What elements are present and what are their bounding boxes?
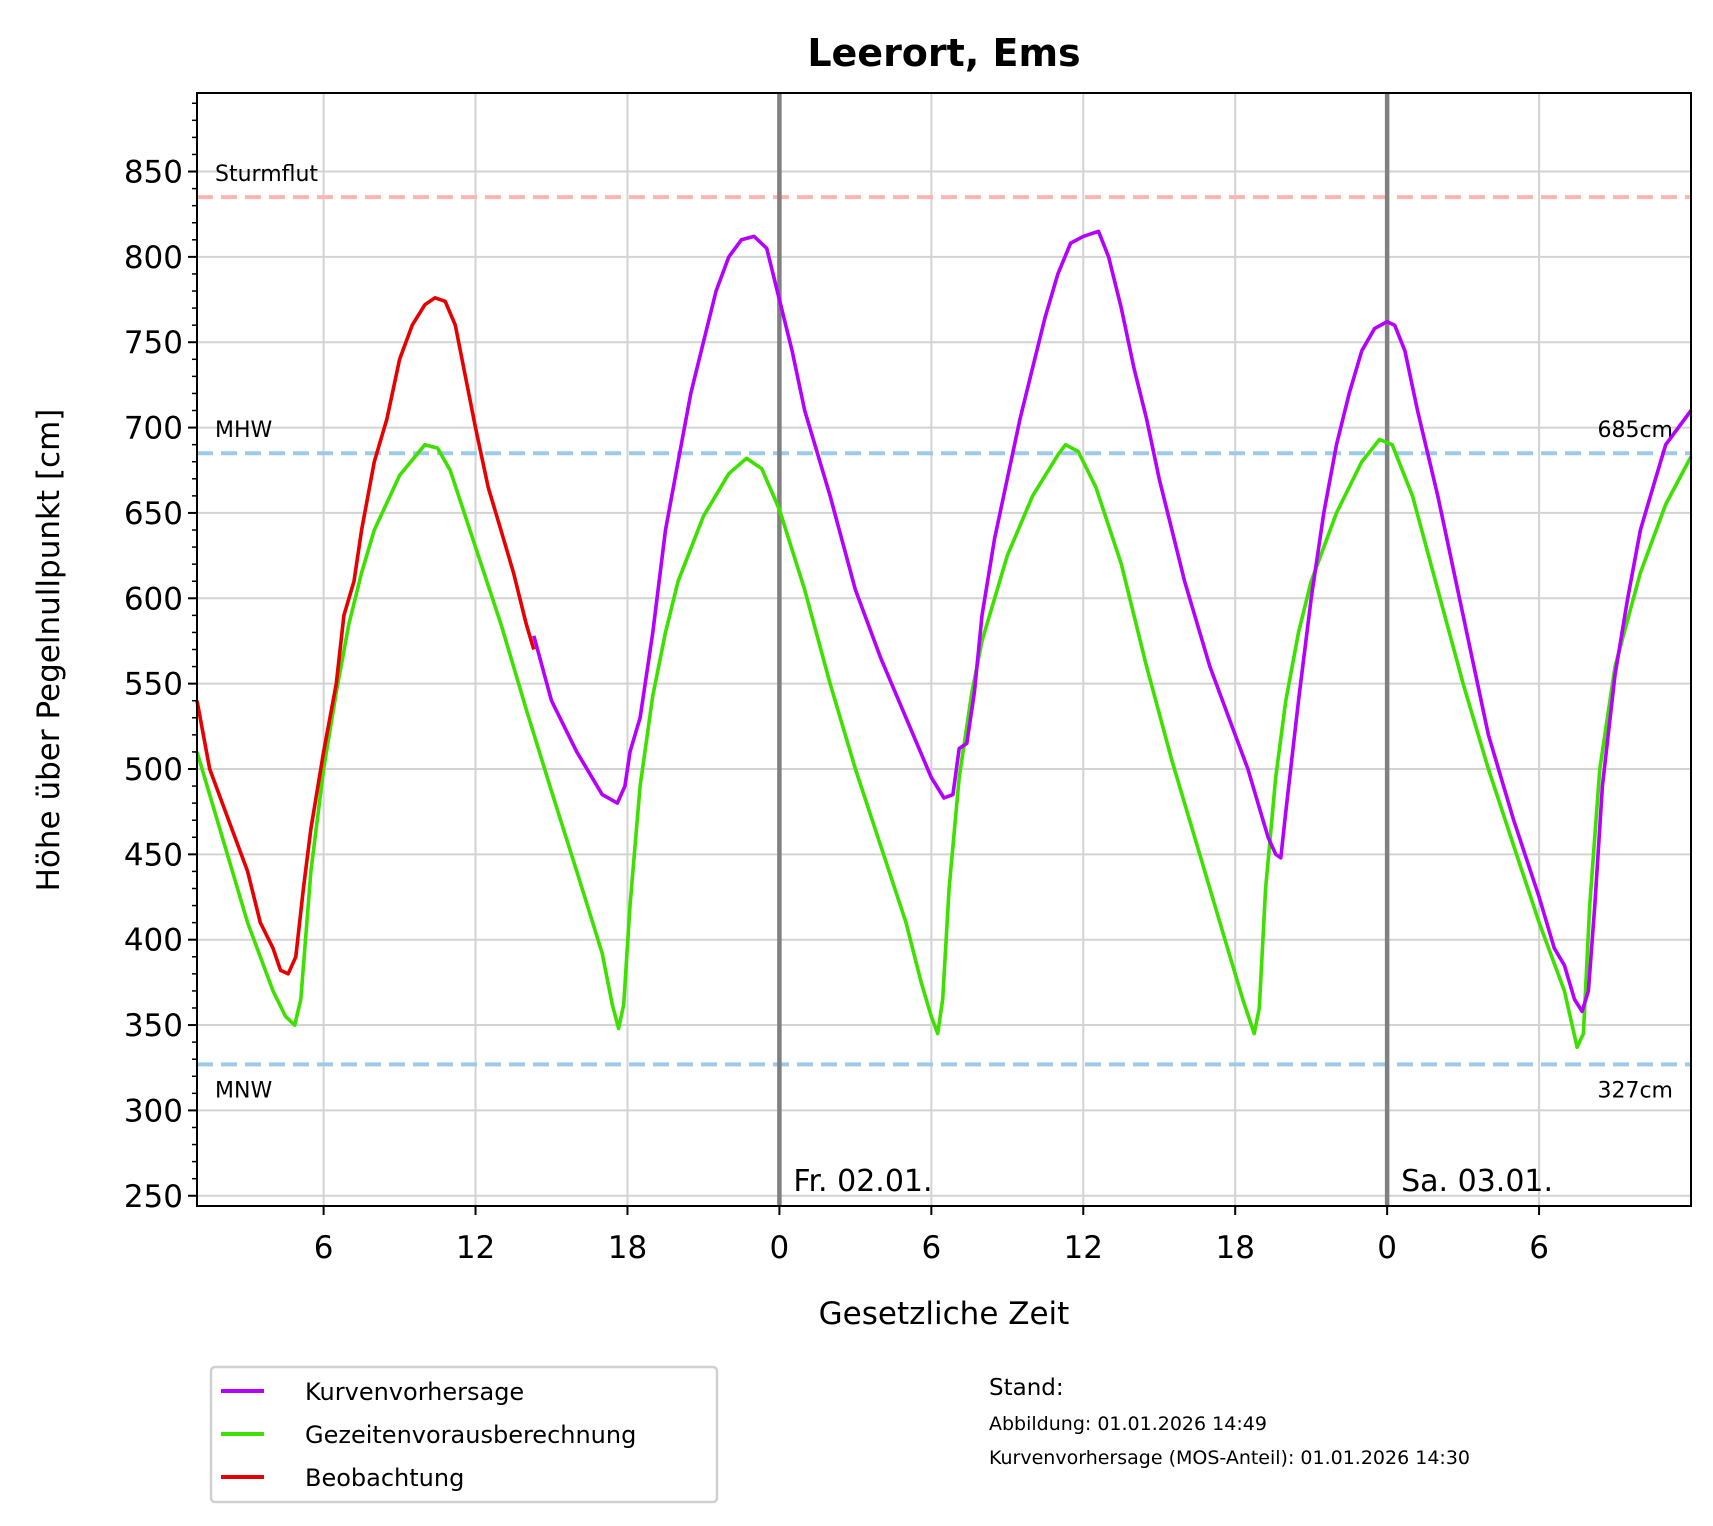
series-line-kurvenvorhersage — [532, 229, 1693, 1014]
x-tick-label: 12 — [456, 1230, 495, 1266]
day-lines: Fr. 02.01. Sa. 03.01. — [777, 93, 1553, 1206]
y-tick-label: 400 — [124, 923, 183, 959]
day-label: Fr. 02.01. — [793, 1164, 932, 1199]
reference-label-mhw: MHW — [215, 418, 273, 443]
grid — [197, 93, 1691, 1206]
stand-info: Stand: Abbildung: 01.01.2026 14:49 Kurve… — [989, 1375, 1470, 1469]
series-line-gezeitenvorausberechnung — [195, 437, 1693, 1049]
chart-title: Leerort, Ems — [807, 31, 1080, 75]
y-tick-label: 350 — [124, 1008, 183, 1044]
y-tick-label: 850 — [124, 155, 183, 191]
legend-label-gezeiten: Gezeitenvorausberechnung — [305, 1421, 636, 1449]
y-tick-label: 550 — [124, 667, 183, 703]
plot-frame — [196, 92, 1692, 1207]
series-lines — [195, 229, 1693, 1049]
y-tick-label: 700 — [124, 411, 183, 447]
x-tick-label: 6 — [921, 1230, 941, 1266]
x-tick-label: 18 — [1215, 1230, 1254, 1266]
x-tick-label: 6 — [1529, 1230, 1549, 1266]
day-label: Sa. 03.01. — [1401, 1164, 1553, 1199]
x-tick-label: 18 — [608, 1230, 647, 1266]
reference-label-mnw: MNW — [215, 1078, 272, 1103]
stand-abbildung: Abbildung: 01.01.2026 14:49 — [989, 1413, 1267, 1435]
reference-lines: Sturmflut MHW 685cm MNW 327cm — [197, 162, 1691, 1103]
x-tick-label: 6 — [314, 1230, 334, 1266]
y-tick-label: 250 — [124, 1179, 183, 1215]
legend-label-beobachtung: Beobachtung — [305, 1464, 464, 1492]
y-tick-label: 300 — [124, 1093, 183, 1129]
legend-label-kurvenvorhersage: Kurvenvorhersage — [305, 1378, 524, 1406]
y-tick-label: 650 — [124, 496, 183, 532]
reference-value-mnw: 327cm — [1597, 1078, 1673, 1103]
y-tick-label: 750 — [124, 325, 183, 361]
y-tick-label: 500 — [124, 752, 183, 788]
y-tick-label: 450 — [124, 837, 183, 873]
series-line-beobachtung — [195, 296, 536, 976]
reference-label-sturmflut: Sturmflut — [215, 162, 318, 187]
x-tick-label: 12 — [1064, 1230, 1103, 1266]
y-tick-label: 600 — [124, 581, 183, 617]
y-tick-label: 800 — [124, 240, 183, 276]
legend-box — [209, 1365, 719, 1504]
stand-title: Stand: — [989, 1375, 1064, 1401]
y-axis: 250 300 350 400 450 500 550 600 650 700 750 800 850 — [124, 102, 197, 1215]
x-tick-label: 0 — [770, 1230, 790, 1266]
stand-mos: Kurvenvorhersage (MOS-Anteil): 01.01.202… — [989, 1447, 1470, 1469]
x-axis-label: Gesetzliche Zeit — [819, 1296, 1070, 1332]
x-axis: 6 12 18 0 6 12 18 0 6 — [314, 1206, 1549, 1266]
legend: Kurvenvorhersage Gezeitenvorausberechnun… — [209, 1365, 719, 1504]
y-axis-label: Höhe über Pegelnullpunkt [cm] — [31, 409, 67, 892]
reference-value-mhw: 685cm — [1597, 418, 1673, 443]
x-tick-label: 0 — [1377, 1230, 1397, 1266]
